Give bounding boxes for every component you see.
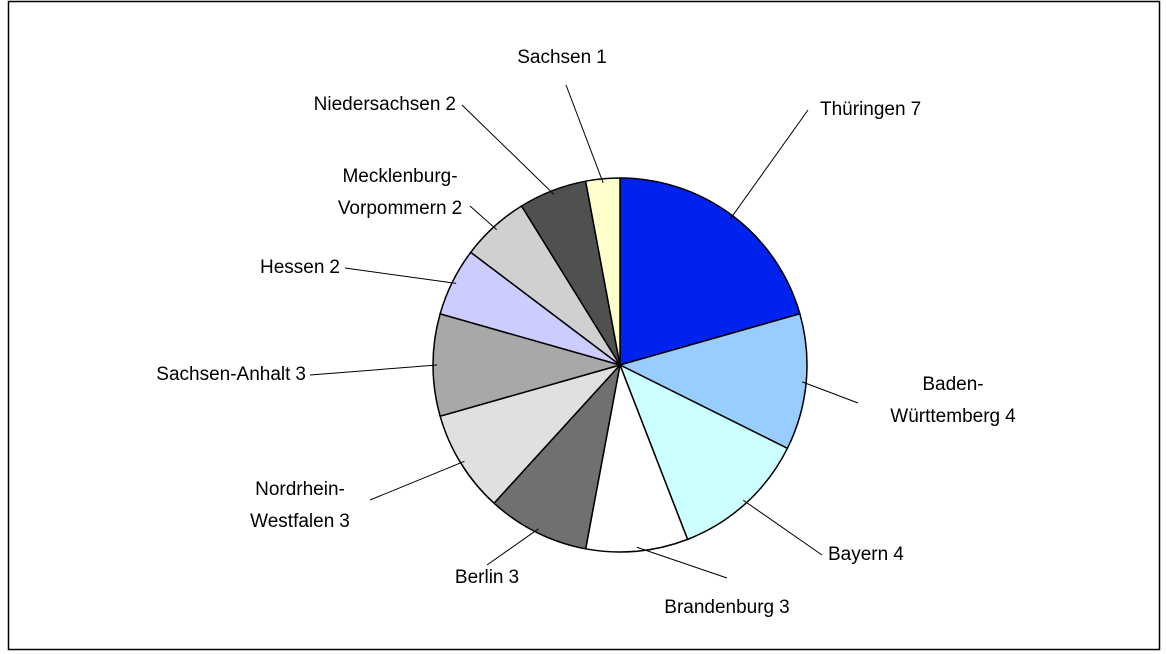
slice-label-name: Thüringen xyxy=(820,99,906,120)
slice-label-line: Nordrhein- xyxy=(255,479,345,500)
slice-label-line: Sachsen-Anhalt xyxy=(156,364,291,385)
slice-label-name: Sachsen xyxy=(517,47,591,68)
pie-slice xyxy=(492,362,622,550)
leader-line xyxy=(461,104,555,195)
slice-label-name: Hessen xyxy=(260,257,324,278)
leader-line xyxy=(486,528,539,566)
slice-label-line: Württemberg xyxy=(890,406,1000,427)
leader-line xyxy=(309,364,438,376)
slice-label-value: 3 xyxy=(509,567,520,588)
slice-label: Baden- Württemberg 4 xyxy=(890,374,1016,427)
slice-label-line: Westfalen xyxy=(250,511,334,532)
slice-label-line: Brandenburg xyxy=(664,597,774,618)
slice-label: Bayern 4 xyxy=(828,544,904,565)
slice-label-line: Bayern xyxy=(828,544,888,565)
slice-label-name: Nordrhein- Westfalen xyxy=(250,479,345,532)
slice-label: Brandenburg 3 xyxy=(664,597,789,618)
slice-label-line: Baden- xyxy=(922,374,983,395)
pie-slice xyxy=(617,312,808,450)
slice-label: Nordrhein- Westfalen 3 xyxy=(250,479,350,532)
slice-label-line: Berlin xyxy=(455,567,504,588)
slice-label-name: Baden- Württemberg xyxy=(890,374,1000,427)
slice-label-value: 3 xyxy=(779,597,790,618)
slice-label-name: Brandenburg xyxy=(664,597,774,618)
slice-label: Niedersachsen 2 xyxy=(314,94,456,115)
slice-label-line: Sachsen xyxy=(517,47,591,68)
leader-line xyxy=(344,267,457,284)
slice-label-name: Sachsen-Anhalt xyxy=(156,364,291,385)
leader-line xyxy=(729,109,809,220)
leader-line xyxy=(743,499,823,556)
leader-line xyxy=(469,205,498,231)
pie-slice xyxy=(618,363,789,541)
pie-slice xyxy=(439,363,623,505)
slice-label-value: 1 xyxy=(596,47,607,68)
slice-label-line: Thüringen xyxy=(820,99,906,120)
slice-label: Berlin 3 xyxy=(455,567,519,588)
slice-label-value: 3 xyxy=(295,364,306,385)
slice-label-line: Hessen xyxy=(260,257,324,278)
leader-line xyxy=(565,84,604,183)
leader-line xyxy=(802,381,859,404)
slice-label-name: Niedersachsen xyxy=(314,94,441,115)
leader-line xyxy=(636,546,728,579)
slice-label-value: 2 xyxy=(452,198,463,219)
slice-label: Hessen 2 xyxy=(260,257,340,278)
slice-label-name: Berlin xyxy=(455,567,504,588)
slice-label-value: 4 xyxy=(1005,406,1016,427)
pie-slice xyxy=(584,362,689,553)
slice-label: Sachsen-Anhalt 3 xyxy=(156,364,306,385)
slice-label-name: Bayern xyxy=(828,544,888,565)
slice-label-value: 2 xyxy=(329,257,340,278)
slice-label: Sachsen 1 xyxy=(517,47,607,68)
slice-label-value: 3 xyxy=(339,511,350,532)
slice-label-line: Niedersachsen xyxy=(314,94,441,115)
slice-label-value: 7 xyxy=(911,99,922,120)
slice-label-name: Mecklenburg- Vorpommern xyxy=(338,166,458,219)
slice-label-line: Mecklenburg- xyxy=(342,166,457,187)
slice-label: Mecklenburg- Vorpommern 2 xyxy=(338,166,462,219)
leader-line xyxy=(369,460,465,501)
slice-label-value: 4 xyxy=(893,544,904,565)
slice-label: Thüringen 7 xyxy=(820,99,921,120)
slice-label-value: 2 xyxy=(445,94,456,115)
slice-label-line: Vorpommern xyxy=(338,198,447,219)
pie-slice xyxy=(584,177,621,366)
